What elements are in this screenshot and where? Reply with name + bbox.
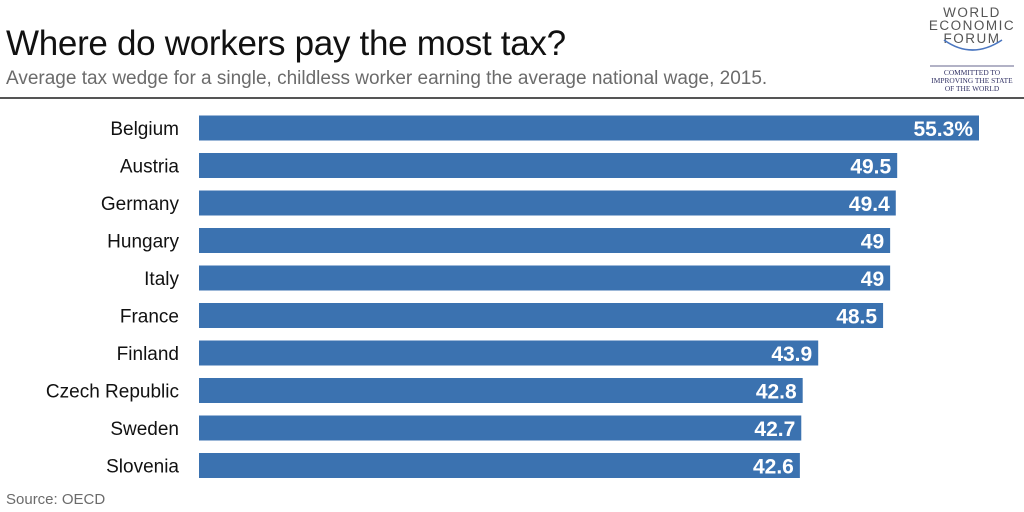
bar-austria <box>199 153 898 178</box>
value-label: 49.5 <box>850 156 891 179</box>
category-label: Italy <box>144 269 179 290</box>
logo-line-3: FORUM <box>943 31 1001 46</box>
bar-germany <box>199 190 896 216</box>
header-divider <box>0 97 1024 99</box>
category-label: Finland <box>117 344 179 365</box>
logo-tagline-2: IMPROVING THE STATE <box>931 76 1013 85</box>
value-label: 42.6 <box>753 456 794 479</box>
bar-italy <box>199 265 891 291</box>
wef-logo: WORLD ECONOMIC FORUM COMMITTED TO IMPROV… <box>922 2 1022 94</box>
value-label: 42.7 <box>754 418 795 441</box>
logo-arc-icon <box>930 39 1014 67</box>
category-label: Austria <box>120 157 180 178</box>
category-label: Slovenia <box>106 457 179 478</box>
value-label: 42.8 <box>756 381 797 404</box>
value-label: 43.9 <box>771 343 812 366</box>
category-label: Sweden <box>110 419 179 440</box>
bar-france <box>199 303 884 328</box>
chart-title: Where do workers pay the most tax? <box>6 24 566 63</box>
tax-wedge-bar-chart: Belgium 55.3% Austria 49.5 Germany 49.4 Hungar… <box>46 115 979 479</box>
logo-tagline-3: OF THE WORLD <box>944 84 1000 93</box>
category-label: Czech Republic <box>46 382 179 403</box>
value-label: 49 <box>861 231 884 254</box>
logo-tagline-1: COMMITTED TO <box>943 68 1001 77</box>
bar-slovenia <box>199 453 800 478</box>
category-label: France <box>120 307 179 328</box>
value-label: 49.4 <box>849 193 890 216</box>
category-label: Hungary <box>107 232 179 253</box>
value-label: 48.5 <box>836 306 877 329</box>
bar-sweden <box>199 415 802 441</box>
chart-subtitle: Average tax wedge for a single, childles… <box>6 68 768 89</box>
bar-belgium <box>199 115 979 141</box>
bar-finland <box>199 340 819 366</box>
source-note: Source: OECD <box>6 491 106 508</box>
category-label: Germany <box>101 194 180 215</box>
bar-czech-republic <box>199 378 803 403</box>
category-label: Belgium <box>110 119 179 140</box>
value-label: 55.3% <box>913 118 973 141</box>
bar-hungary <box>199 228 891 253</box>
value-label: 49 <box>861 268 884 291</box>
logo-line-2: ECONOMIC <box>928 18 1016 33</box>
logo-line-1: WORLD <box>943 5 1001 20</box>
